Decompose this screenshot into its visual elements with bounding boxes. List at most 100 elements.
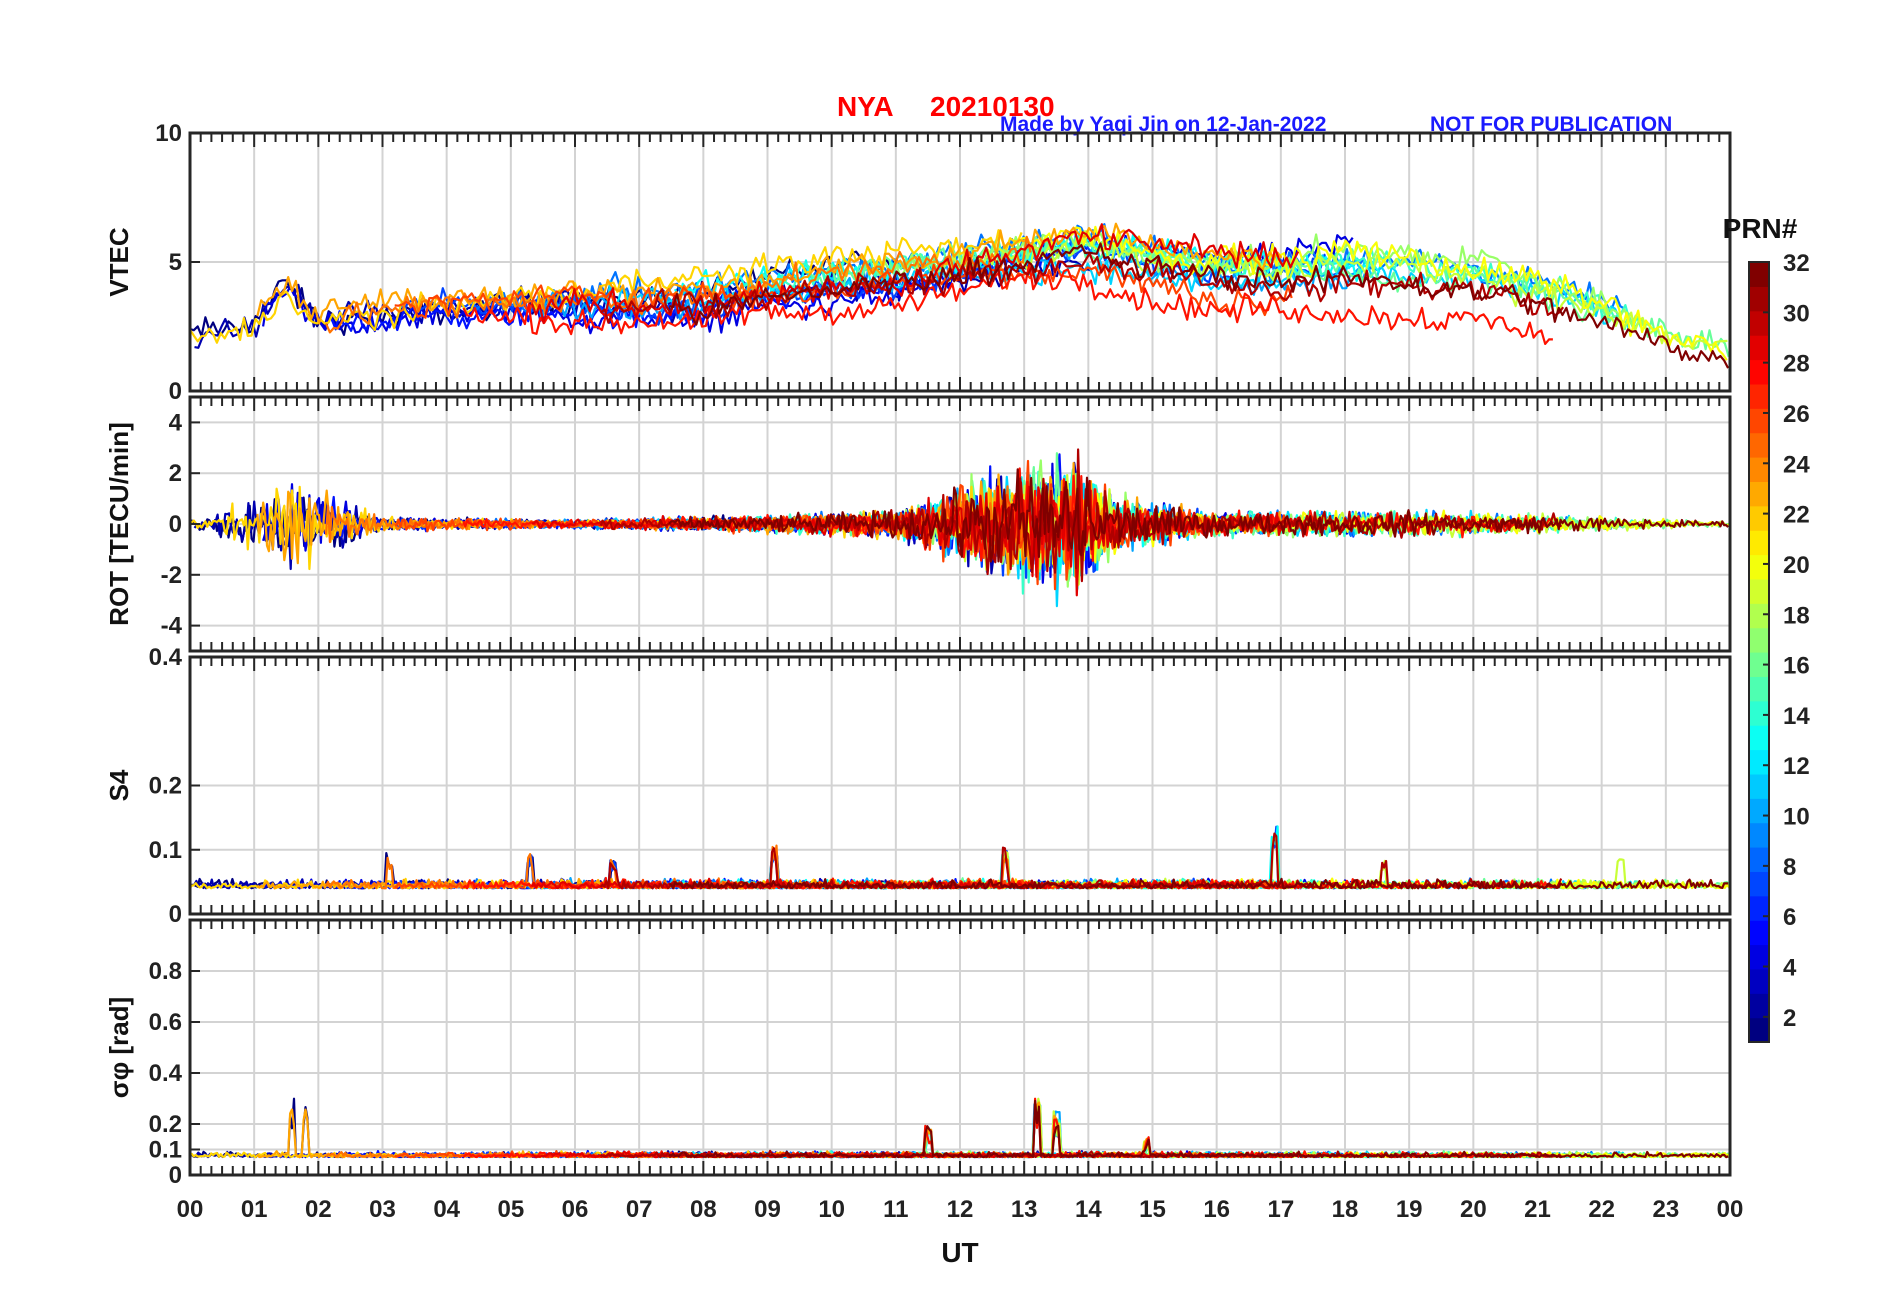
s4-prn-trace xyxy=(669,877,1729,890)
colorbar-frame xyxy=(1748,261,1770,1043)
colorbar-swatch xyxy=(1749,530,1769,556)
colorbar-tick-label: 28 xyxy=(1783,351,1810,378)
colorbar-swatch xyxy=(1749,847,1769,872)
xtick-label: 08 xyxy=(690,1196,717,1223)
xtick-label: 14 xyxy=(1075,1196,1102,1223)
rot-ylabel: ROT [TECU/min] xyxy=(104,422,134,626)
colorbar-swatch xyxy=(1749,481,1769,507)
s4-xticks xyxy=(189,657,1731,914)
vtec-prn-trace xyxy=(394,261,1293,319)
colorbar-swatch xyxy=(1749,627,1769,653)
xtick-label: 18 xyxy=(1332,1196,1359,1223)
colorbar-tick-label: 2 xyxy=(1783,1005,1796,1032)
colorbar-swatch xyxy=(1749,383,1769,409)
rot-ytick-label: -4 xyxy=(161,613,183,640)
s4-ylabel: S4 xyxy=(104,769,134,801)
colorbar-swatch xyxy=(1749,1017,1769,1043)
colorbar-tick-label: 20 xyxy=(1783,552,1810,579)
s4-ytick-label: 0.2 xyxy=(149,773,182,800)
sigma_phi-ylabel: σφ [rad] xyxy=(104,997,134,1098)
panel-sigma_phi: 00.10.2 0.4 0.6 0.8 σφ [rad] xyxy=(104,918,1732,1189)
sigma_phi-ytick-label: 0.2 xyxy=(149,1111,182,1138)
colorbar-swatch xyxy=(1749,286,1769,312)
xtick-label: 09 xyxy=(754,1196,781,1223)
vtec-ytick-label: 0 xyxy=(169,378,182,405)
colorbar-swatch xyxy=(1749,457,1769,482)
colorbar-swatch xyxy=(1749,773,1769,799)
vtec-prn-trace xyxy=(599,252,1565,324)
colorbar-tick-label: 22 xyxy=(1783,502,1810,529)
colorbar-swatch xyxy=(1749,920,1769,946)
colorbar-swatch xyxy=(1749,505,1769,531)
s4-prn-trace xyxy=(399,825,1364,890)
xtick-label: 20 xyxy=(1460,1196,1487,1223)
xtick-label: 06 xyxy=(562,1196,589,1223)
rot-xticks xyxy=(189,397,1731,651)
publication-notice: NOT FOR PUBLICATION xyxy=(1430,113,1672,136)
colorbar-tick-label: 24 xyxy=(1783,451,1810,478)
colorbar-swatch xyxy=(1749,895,1769,921)
panel-vtec: 0 5 10 VTEC xyxy=(104,120,1732,405)
colorbar-swatch xyxy=(1749,432,1769,458)
s4-grid xyxy=(190,656,1730,915)
figure-header: NYA 20210130 Made by Yaqi Jin on 12-Jan-… xyxy=(837,91,1672,136)
colorbar-swatch xyxy=(1749,798,1769,824)
vtec-prn-trace xyxy=(669,242,1730,369)
vtec-series xyxy=(190,222,1730,369)
s4-ytick-label: 0.4 xyxy=(149,644,183,671)
sigma_phi-ytick-label: 0.6 xyxy=(149,1009,182,1036)
rot-prn-trace xyxy=(462,467,1554,569)
vtec-prn-trace xyxy=(399,241,1364,326)
rot-ytick-label: 2 xyxy=(169,460,182,487)
sigma_phi-ytick-label: 0.8 xyxy=(149,958,182,985)
rot-ytick-label: 4 xyxy=(169,409,183,436)
colorbar-swatch xyxy=(1749,944,1769,970)
sigma_phi-xticks xyxy=(189,920,1731,1175)
sigma_phi-ytick-label: 0.1 xyxy=(149,1137,182,1164)
x-axis-label: UT xyxy=(941,1237,978,1268)
vtec-ytick-label: 10 xyxy=(155,120,182,147)
colorbar-tick-label: 30 xyxy=(1783,300,1810,327)
date-label: 20210130 xyxy=(930,91,1055,122)
vtec-prn-trace xyxy=(462,262,1553,345)
colorbar-title: PRN# xyxy=(1723,213,1798,244)
colorbar-tick-label: 26 xyxy=(1783,401,1810,428)
colorbar-swatch xyxy=(1749,749,1769,775)
xtick-label: 03 xyxy=(369,1196,396,1223)
s4-series xyxy=(190,825,1730,890)
xtick-label: 04 xyxy=(433,1196,460,1223)
vtec-ytick-label: 5 xyxy=(169,249,182,276)
colorbar-tick-label: 18 xyxy=(1783,602,1810,629)
colorbar-tick-label: 12 xyxy=(1783,753,1810,780)
colorbar-swatch xyxy=(1749,310,1769,336)
colorbar-tick-label: 16 xyxy=(1783,653,1810,680)
colorbar-tick-label: 10 xyxy=(1783,804,1810,831)
colorbar-swatch xyxy=(1749,359,1769,385)
colorbar-tick-label: 4 xyxy=(1783,955,1797,982)
sigma_phi-prn-trace xyxy=(948,1097,1730,1159)
xtick-label: 16 xyxy=(1203,1196,1230,1223)
x-axis: 00 01 02 03 04 05 06 07 08 09 10 11 12 13 14 15 16 17 18 19… xyxy=(177,1196,1744,1268)
colorbar-swatch xyxy=(1749,822,1769,848)
xtick-label: 19 xyxy=(1396,1196,1423,1223)
s4-ytick-label: 0.1 xyxy=(149,837,182,864)
sigma_phi-grid xyxy=(190,920,1730,1176)
colorbar-swatch xyxy=(1749,262,1769,287)
rot-prn-trace xyxy=(668,468,1729,563)
sigma_phi-ytick-label: 0 xyxy=(169,1162,182,1189)
xtick-label: 07 xyxy=(626,1196,653,1223)
rot-ytick-label: -2 xyxy=(161,562,182,589)
vtec-xticks xyxy=(189,133,1731,391)
sigma_phi-prn-trace xyxy=(668,1099,1729,1159)
colorbar-swatch xyxy=(1749,676,1769,702)
sigma_phi-prn-trace xyxy=(462,1097,1554,1159)
xtick-label: 02 xyxy=(305,1196,332,1223)
colorbar-swatch xyxy=(1749,652,1769,677)
colorbar-swatch xyxy=(1749,603,1769,629)
colorbar-swatch xyxy=(1749,871,1769,897)
xtick-label: 10 xyxy=(818,1196,845,1223)
colorbar-swatch xyxy=(1749,335,1769,361)
xtick-label: 17 xyxy=(1267,1196,1294,1223)
